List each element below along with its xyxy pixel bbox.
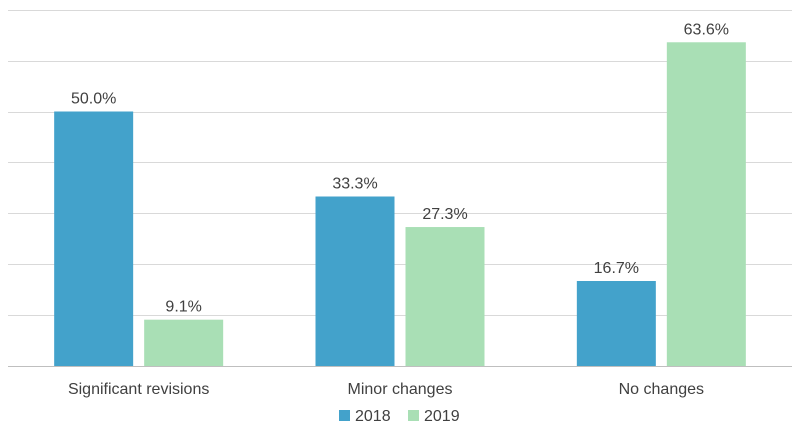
- category-labels: Significant revisions Minor changes No cha…: [68, 381, 704, 398]
- legend: 2018 2019: [339, 408, 460, 425]
- data-label-2018-1: 33.3%: [332, 176, 377, 193]
- data-labels: 50.0% 9.1% 33.3% 27.3% 16.7% 63.6%: [71, 21, 729, 315]
- category-label-2: No changes: [619, 381, 704, 398]
- bar-2019-1: [405, 227, 485, 366]
- data-label-2019-0: 9.1%: [165, 299, 201, 316]
- bar-2018-0: [54, 111, 134, 366]
- bar-2018-2: [576, 280, 656, 366]
- legend-label-2019: 2019: [424, 408, 460, 425]
- legend-swatch-2018: [339, 410, 350, 421]
- category-label-1: Minor changes: [348, 381, 453, 398]
- bar-2019-2: [666, 42, 746, 366]
- data-label-2018-2: 16.7%: [594, 260, 639, 277]
- bars: [54, 42, 746, 366]
- category-label-0: Significant revisions: [68, 381, 209, 398]
- bar-2018-1: [315, 196, 395, 366]
- data-label-2019-2: 63.6%: [684, 21, 729, 38]
- data-label-2019-1: 27.3%: [422, 206, 467, 223]
- bar-2019-0: [144, 319, 224, 366]
- gridlines: [8, 10, 792, 367]
- data-label-2018-0: 50.0%: [71, 91, 116, 108]
- legend-swatch-2019: [408, 410, 419, 421]
- legend-label-2018: 2018: [355, 408, 391, 425]
